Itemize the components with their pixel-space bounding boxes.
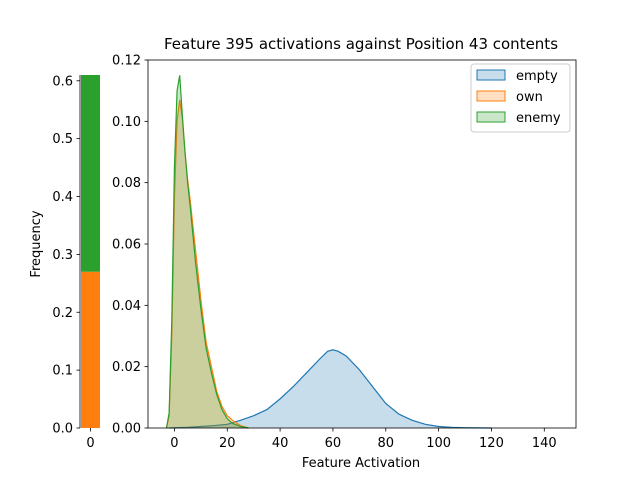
kde-line-own (165, 99, 249, 429)
left-x-tick-label: 0 (86, 436, 94, 451)
left-y-axis-label: Frequency (29, 210, 44, 277)
right-x-tick-label: 80 (378, 436, 395, 451)
stacked-bar-own (81, 271, 100, 428)
left-y-tick-label: 0.6 (52, 74, 73, 89)
left-y-tick-label: 0.5 (52, 132, 73, 147)
left-y-tick-label: 0.3 (52, 248, 73, 263)
right-y-ticks: 0.00 0.02 0.04 0.06 0.08 0.10 0.12 (112, 54, 148, 437)
right-y-tick-label: 0.02 (112, 360, 141, 375)
left-x-ticks: 0 (86, 428, 95, 451)
kde-areas (165, 75, 492, 429)
legend-label-enemy: enemy (516, 111, 561, 126)
right-x-tick-label: 40 (272, 436, 289, 451)
left-y-tick-label: 0.2 (52, 306, 73, 321)
right-x-tick-label: 100 (426, 436, 451, 451)
right-y-tick-label: 0.00 (112, 422, 141, 437)
legend-swatch-own (476, 90, 506, 102)
legend-label-empty: empty (516, 69, 558, 84)
stacked-bar-enemy (81, 75, 100, 272)
x-axis-label: Feature Activation (302, 456, 420, 471)
right-y-tick-label: 0.06 (112, 238, 141, 253)
left-y-tick-label: 0.0 (52, 422, 73, 437)
left-y-tick-label: 0.1 (52, 364, 73, 379)
right-x-tick-label: 60 (325, 436, 342, 451)
right-kde-panel: 0.00 0.02 0.04 0.06 0.08 0.10 0.12 0 20 40 60 80 10… (112, 35, 577, 471)
legend-swatch-empty (476, 69, 506, 81)
right-x-tick-label: 0 (170, 436, 178, 451)
chart-title: Feature 395 activations against Position… (164, 35, 558, 53)
kde-fill-empty (169, 349, 492, 428)
left-y-tick-label: 0.4 (52, 190, 73, 205)
left-bar-panel: 0.0 0.1 0.2 0.3 0.4 0.5 0.6 0 Frequency (29, 74, 100, 451)
legend-frame (470, 63, 571, 133)
kde-fill-enemy (166, 75, 249, 428)
legend-label-own: own (516, 90, 543, 105)
right-y-tick-label: 0.10 (112, 115, 141, 130)
right-x-tick-label: 20 (219, 436, 236, 451)
right-x-tick-label: 120 (479, 436, 504, 451)
right-y-tick-label: 0.12 (112, 54, 141, 69)
kde-line-enemy (165, 75, 249, 429)
right-y-tick-label: 0.04 (112, 299, 141, 314)
right-x-ticks: 0 20 40 60 80 100 120 140 (170, 428, 557, 451)
left-y-ticks: 0.0 0.1 0.2 0.3 0.4 0.5 0.6 (52, 74, 80, 437)
legend: empty own enemy (470, 63, 571, 133)
legend-swatch-enemy (476, 111, 506, 123)
left-bars (81, 75, 100, 428)
legend-items: empty own enemy (476, 69, 561, 126)
right-y-tick-label: 0.08 (112, 176, 141, 191)
right-x-tick-label: 140 (532, 436, 557, 451)
